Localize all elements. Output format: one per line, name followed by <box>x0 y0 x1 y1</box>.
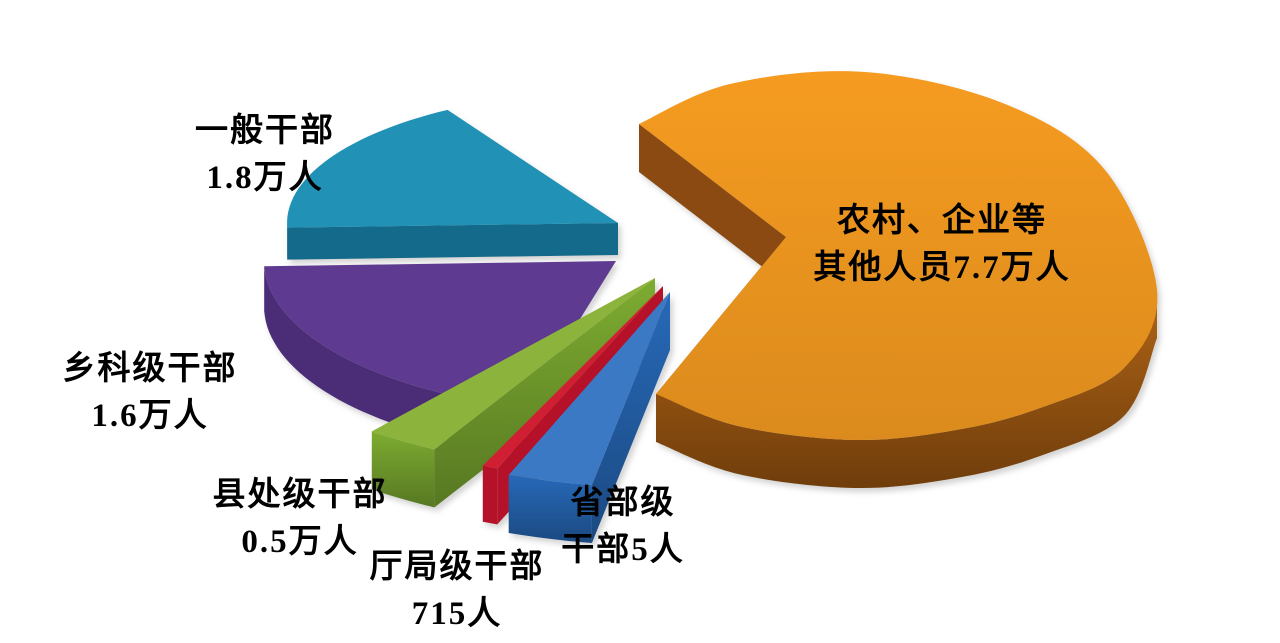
slice-rim-wall <box>482 465 498 525</box>
label-line: 1.6万人 <box>91 398 209 434</box>
label-line: 省部级 <box>570 485 676 521</box>
label-line: 厅局级干部 <box>369 549 545 585</box>
slice-county-department-level-cadres <box>371 278 655 508</box>
label-rural-enterprise-other-personnel: 农村、企业等 其他人员7.7万人 <box>813 198 1070 292</box>
slice-top-face <box>639 71 1158 441</box>
label-line: 其他人员7.7万人 <box>813 250 1071 286</box>
slice-cut-wall <box>287 223 618 260</box>
slice-top-face <box>508 292 670 485</box>
slice-cut-wall <box>639 124 786 285</box>
label-line: 农村、企业等 <box>837 203 1047 239</box>
slice-rural-enterprise-other-personnel <box>639 71 1158 489</box>
label-general-cadres: 一般干部 1.8万人 <box>195 108 335 202</box>
label-line: 县处级干部 <box>212 477 388 513</box>
label-provincial-ministerial-level-cadres: 省部级 干部5人 <box>561 480 685 574</box>
slice-top-face <box>287 109 618 228</box>
label-line: 干部5人 <box>561 532 685 568</box>
label-line: 乡科级干部 <box>62 351 238 387</box>
label-line: 0.5万人 <box>241 524 359 560</box>
label-line: 715人 <box>411 596 503 632</box>
slice-top-face <box>371 278 655 450</box>
slice-cut-wall <box>591 292 670 543</box>
slice-rim-wall <box>656 290 1157 489</box>
slice-provincial-ministerial-level-cadres <box>508 292 670 543</box>
slice-rim-wall <box>371 431 435 508</box>
label-line: 1.8万人 <box>206 160 324 196</box>
label-township-section-level-cadres: 乡科级干部 1.6万人 <box>63 346 238 440</box>
slice-general-cadres <box>287 109 618 260</box>
slice-rim-wall <box>508 475 592 543</box>
label-bureau-level-cadres: 厅局级干部 715人 <box>370 544 545 638</box>
label-county-department-level-cadres: 县处级干部 0.5万人 <box>213 472 388 566</box>
slice-cut-wall <box>434 278 655 508</box>
slice-top-face <box>482 286 663 469</box>
label-line: 一般干部 <box>195 113 335 149</box>
